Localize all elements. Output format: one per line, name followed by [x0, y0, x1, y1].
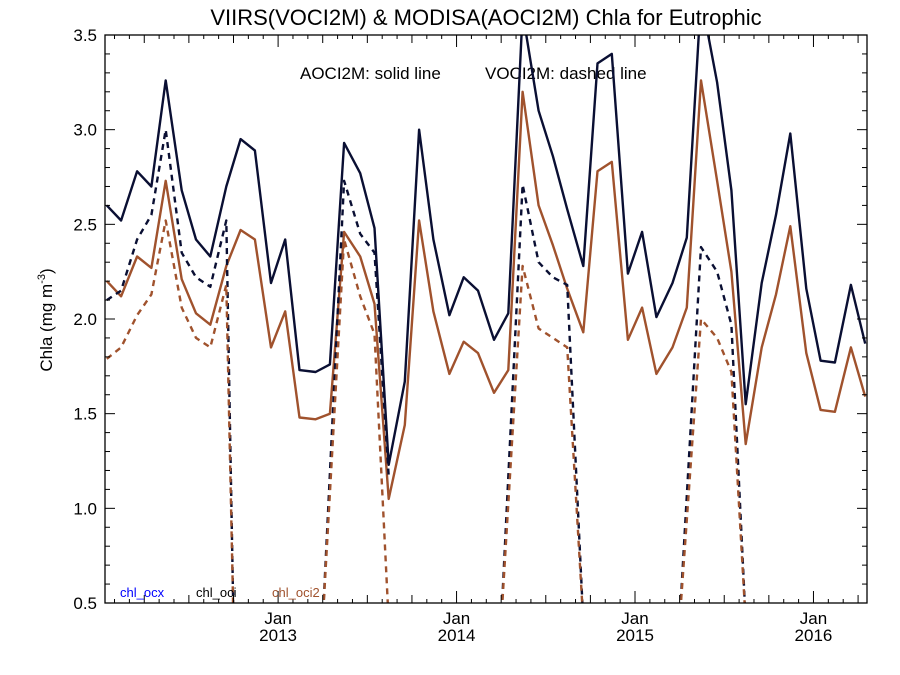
annotation-solid: AOCI2M: solid line: [300, 64, 441, 83]
y-tick-label: 2.5: [73, 215, 97, 234]
x-tick-month-label: Jan: [443, 609, 470, 628]
legend-item-chl_oci: chl_oci: [196, 585, 237, 600]
series-chl_oci-dashed-line: [106, 128, 235, 603]
series-chl_oci-dashed-line: [322, 179, 390, 603]
series-layer: [105, 35, 867, 603]
x-tick-month-label: Jan: [800, 609, 827, 628]
y-tick-label: 3.0: [73, 121, 97, 140]
x-tick-year-label: 2013: [259, 626, 297, 645]
y-tick-label: 3.5: [73, 26, 97, 45]
y-tick-label: 0.5: [73, 594, 97, 613]
x-tick-year-label: 2016: [795, 626, 833, 645]
series-chl_oci-dashed-line: [500, 183, 584, 603]
chart-title: VIIRS(VOCI2M) & MODISA(AOCI2M) Chla for …: [210, 5, 761, 30]
x-tick-month-label: Jan: [264, 609, 291, 628]
annotation-dashed: VOCI2M: dashed line: [485, 64, 647, 83]
series-chl_oci2-solid-line: [105, 79, 867, 501]
legend-item-chl_oci2: chl_oci2: [272, 585, 320, 600]
y-axis-label: Chla (mg m-3): [36, 268, 56, 371]
x-tick-year-label: 2014: [438, 626, 476, 645]
legend-item-chl_ocx: chl_ocx: [120, 585, 165, 600]
series-chl_oci2-dashed-line: [322, 238, 389, 603]
series-chl_oci-dashed-line: [679, 245, 746, 603]
x-tick-year-label: 2015: [616, 626, 654, 645]
axes-layer: 0.51.01.52.02.53.03.5Jan2013Jan2014Jan20…: [73, 26, 867, 645]
x-tick-month-label: Jan: [621, 609, 648, 628]
series-chl_oci2-dashed-line: [501, 264, 584, 603]
series-chl_oci2-dashed-line: [679, 317, 746, 603]
series-chl_oci2-dashed-line: [106, 219, 235, 603]
legend: chl_ocx chl_oci chl_oci2: [120, 585, 320, 600]
series-chl_oci-solid-line: [105, 35, 867, 466]
y-tick-label: 1.5: [73, 405, 97, 424]
y-tick-label: 1.0: [73, 499, 97, 518]
y-tick-label: 2.0: [73, 310, 97, 329]
